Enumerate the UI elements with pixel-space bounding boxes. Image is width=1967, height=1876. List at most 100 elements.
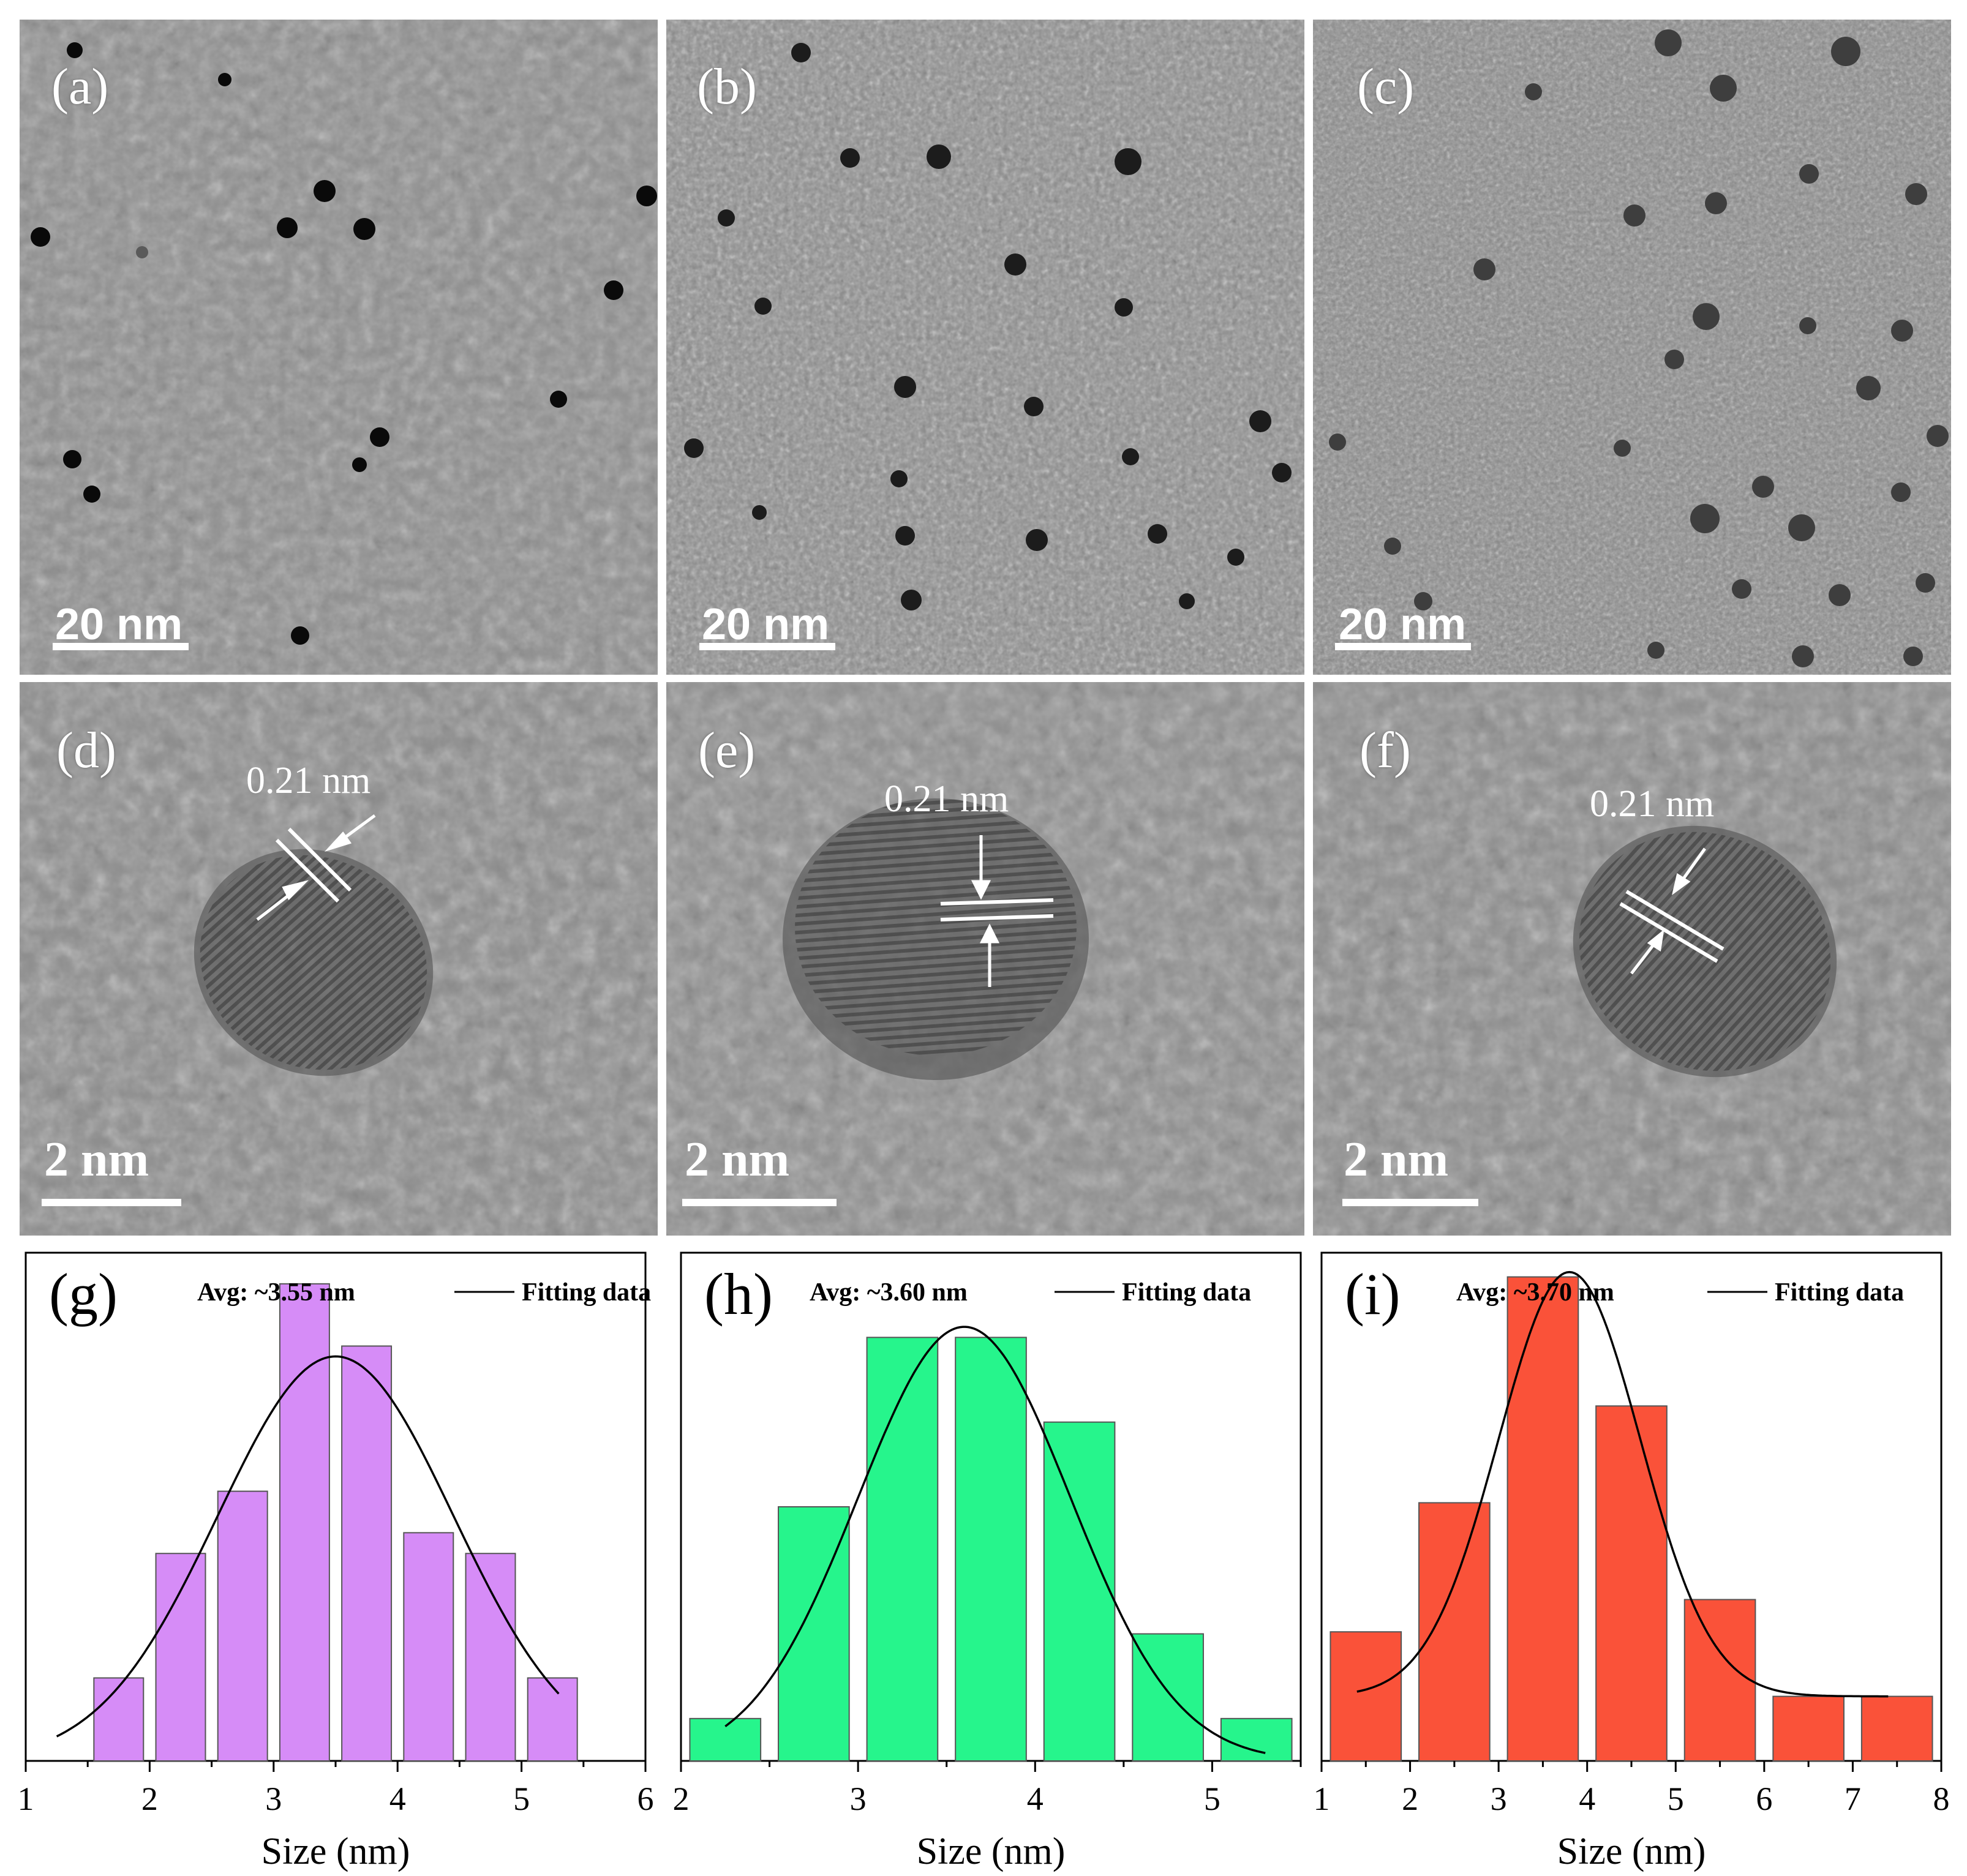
x-tick-label: 2 — [1402, 1780, 1418, 1817]
histogram-bar — [1043, 1421, 1116, 1762]
histogram-bar — [341, 1345, 393, 1762]
histogram-bar — [1132, 1633, 1204, 1762]
panel-label-b: (b) — [697, 58, 757, 115]
x-tick-label: 4 — [1027, 1780, 1044, 1817]
scale-bar-label-b: 20 nm — [702, 600, 830, 649]
d-spacing-label-e: 0.21 nm — [884, 778, 1009, 820]
average-annotation: Avg: ~3.70 nm — [1456, 1278, 1614, 1307]
histogram-g: 1 2 3 4 5 6 Size (nm) (g) Avg: ~3.55 nm Fitting d… — [0, 1243, 1967, 1876]
scale-bar-label-e: 2 nm — [685, 1133, 790, 1187]
panel-label-f: (f) — [1360, 722, 1411, 779]
x-tick-label: 3 — [265, 1780, 282, 1817]
panel-label: (h) — [704, 1261, 773, 1327]
tem-texture — [20, 20, 658, 675]
average-annotation: Avg: ~3.55 nm — [197, 1278, 355, 1307]
x-tick-label: 1 — [18, 1780, 34, 1817]
hrtem-texture — [20, 682, 658, 1236]
x-axis-label: Size (nm) — [1557, 1831, 1706, 1872]
x-tick-label: 1 — [1314, 1780, 1330, 1817]
legend-label: Fitting data — [522, 1278, 651, 1307]
x-tick-label: 4 — [389, 1780, 406, 1817]
histogram-bar — [93, 1677, 145, 1762]
lattice-markers — [940, 898, 1054, 921]
histogram-bar — [279, 1283, 330, 1762]
x-tick-label: 6 — [637, 1780, 654, 1817]
histogram-bar — [689, 1717, 762, 1762]
tem-image-c: (c) 20 nm — [1313, 20, 1951, 675]
histogram-h: 2 3 4 5 Size (nm) (h) Avg: ~3.60 nm Fitting dat… — [673, 1251, 1302, 1872]
scale-bar-label-c: 20 nm — [1339, 600, 1467, 649]
hrtem-image-e: (e) 0.21 nm 2 nm — [666, 682, 1304, 1236]
scale-bar-d — [42, 1199, 181, 1206]
panel-label-a: (a) — [51, 58, 109, 115]
hrtem-texture — [666, 682, 1304, 1236]
hrtem-texture — [1313, 682, 1951, 1236]
lattice-markers — [275, 827, 352, 903]
legend-label: Fitting data — [1122, 1278, 1251, 1307]
x-axis-label: Size (nm) — [261, 1831, 410, 1872]
histogram-bar — [1220, 1717, 1293, 1762]
scale-bar-label-a: 20 nm — [55, 600, 183, 649]
histogram-bar — [527, 1677, 578, 1762]
histogram-bar — [1506, 1276, 1579, 1762]
panel-label-c: (c) — [1357, 58, 1415, 115]
fitting-curve — [56, 1355, 560, 1738]
tem-texture — [666, 20, 1304, 675]
x-tick-label: 6 — [1756, 1780, 1772, 1817]
hrtem-image-f: (f) 0.21 nm 2 nm — [1313, 682, 1951, 1236]
histogram-g: 1 2 3 4 5 6 Size (nm) (g) Avg: ~3.55 nm Fitting d… — [18, 1251, 654, 1872]
x-axis-label: Size (nm) — [917, 1831, 1066, 1872]
x-tick-label: 3 — [850, 1780, 867, 1817]
legend-label: Fitting data — [1775, 1278, 1904, 1307]
d-spacing-label-d: 0.21 nm — [246, 760, 371, 801]
x-tick-label: 5 — [1204, 1780, 1220, 1817]
histogram-bar — [465, 1553, 516, 1762]
x-tick-label: 5 — [513, 1780, 530, 1817]
arrows — [971, 835, 1000, 987]
x-tick-label: 8 — [1933, 1780, 1950, 1817]
scale-bar-c — [1335, 643, 1471, 650]
tem-image-b: (b) 20 nm — [666, 20, 1304, 675]
histogram-bar — [1595, 1405, 1668, 1762]
average-annotation: Avg: ~3.60 nm — [810, 1278, 968, 1307]
histogram-bar — [1683, 1599, 1756, 1762]
fitting-curve — [724, 1326, 1266, 1754]
scale-bar-f — [1342, 1199, 1478, 1206]
panel-label: (i) — [1345, 1261, 1401, 1327]
histogram-bar — [403, 1532, 454, 1762]
histogram-charts: 1 2 3 4 5 6 Size (nm) (g) Avg: ~3.55 nm Fitting d… — [18, 1251, 1950, 1872]
x-tick-label: 7 — [1845, 1780, 1861, 1817]
histogram-bar — [866, 1337, 939, 1762]
panel-label-d: (d) — [56, 722, 116, 779]
nanoparticles — [31, 42, 657, 645]
scale-bar-label-f: 2 nm — [1344, 1133, 1449, 1187]
x-tick-label: 3 — [1491, 1780, 1507, 1817]
histogram-bar — [1860, 1695, 1933, 1762]
histogram-i: 1 2 3 4 5 6 7 8 Size (nm) (i) Avg: ~3.70 nm Fitting… — [1314, 1251, 1950, 1872]
panel-label-e: (e) — [698, 722, 756, 779]
nanoparticles — [1329, 29, 1949, 667]
nanoparticles — [684, 43, 1292, 610]
tem-texture — [1313, 20, 1951, 675]
scale-bar-e — [682, 1199, 837, 1206]
x-tick-label: 2 — [141, 1780, 158, 1817]
scale-bar-b — [699, 643, 835, 650]
arrows — [256, 814, 376, 921]
histogram-bar — [1418, 1502, 1491, 1762]
histogram-bar — [955, 1337, 1027, 1762]
panel-label: (g) — [49, 1261, 118, 1327]
x-tick-label: 2 — [673, 1780, 690, 1817]
tem-image-a: (a) 20 nm — [20, 20, 658, 675]
scale-bar-a — [53, 643, 189, 650]
fitting-curve — [1356, 1270, 1889, 1698]
lattice-markers — [1619, 890, 1724, 963]
histogram-bar — [155, 1553, 206, 1762]
d-spacing-label-f: 0.21 nm — [1590, 783, 1715, 825]
x-tick-label: 4 — [1579, 1780, 1595, 1817]
histogram-bar — [1772, 1695, 1845, 1762]
histogram-bar — [1330, 1631, 1402, 1762]
x-tick-label: 5 — [1668, 1780, 1684, 1817]
scale-bar-label-d: 2 nm — [44, 1133, 149, 1187]
arrows — [1630, 847, 1707, 975]
histogram-bar — [217, 1490, 268, 1762]
